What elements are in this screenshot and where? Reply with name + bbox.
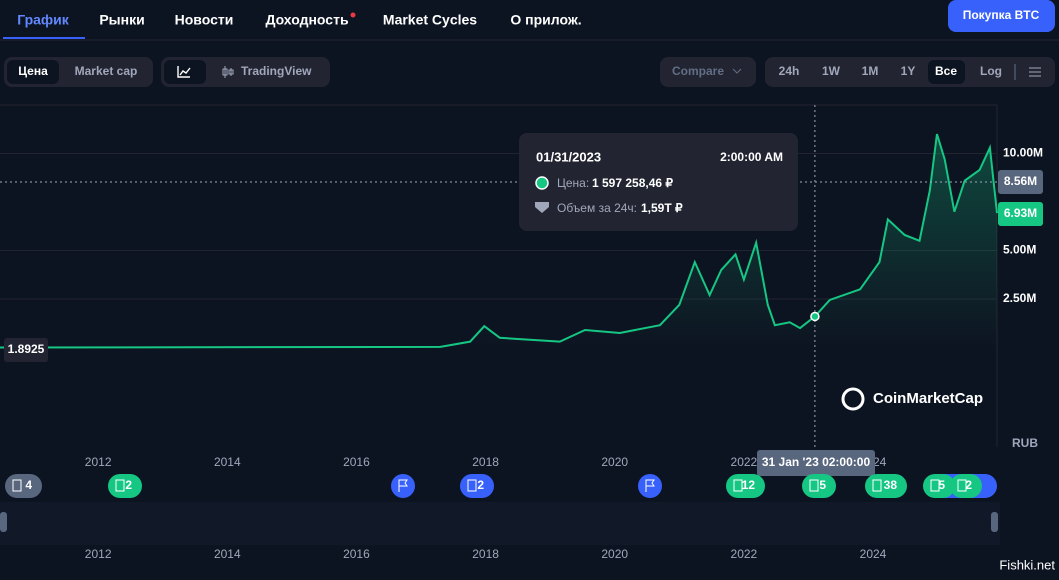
navigator-tick-label: 2024 bbox=[860, 547, 887, 561]
x-tick-label: 2018 bbox=[472, 455, 499, 469]
tooltip-date: 01/31/2023 bbox=[536, 149, 601, 164]
doc-icon bbox=[957, 479, 967, 492]
x-tick-label: 2012 bbox=[85, 455, 112, 469]
event-count: 5 bbox=[819, 478, 826, 492]
candle-icon bbox=[222, 66, 234, 78]
last-label: 6.93M bbox=[1004, 206, 1037, 220]
x-tick-label: 2014 bbox=[214, 455, 241, 469]
metric-option[interactable]: Market cap bbox=[75, 64, 138, 78]
brand-logo bbox=[841, 387, 865, 411]
price-area bbox=[0, 134, 997, 348]
doc-icon bbox=[872, 479, 882, 492]
tooltip-value: 1 597 258,46 ₽ bbox=[592, 176, 673, 190]
hover-point bbox=[810, 311, 820, 322]
range-option[interactable]: Все bbox=[935, 64, 957, 78]
last-label-box bbox=[998, 202, 1043, 226]
navigator-tick-label: 2016 bbox=[343, 547, 370, 561]
tooltip: 01/31/2023 2:00:00 AM Цена: 1 597 258,46… bbox=[519, 133, 798, 231]
x-tick-label: 2020 bbox=[601, 455, 628, 469]
tab[interactable]: Новости bbox=[175, 12, 234, 28]
doc-icon bbox=[467, 479, 477, 492]
toolbar: Цена Market cap TradingView Compare 24h … bbox=[4, 57, 1055, 87]
navigator-tick-label: 2022 bbox=[731, 547, 758, 561]
brand: CoinMarketCap bbox=[873, 390, 983, 407]
metric-option[interactable]: Цена bbox=[18, 64, 48, 78]
buy-button-label: Покупка BTC bbox=[963, 8, 1040, 22]
currency: RUB bbox=[1012, 436, 1038, 450]
event-count: 2 bbox=[965, 478, 972, 492]
watermark: Fishki.net bbox=[999, 557, 1055, 572]
navigator-tick-label: 2018 bbox=[472, 547, 499, 561]
compare-dropdown[interactable] bbox=[660, 57, 756, 87]
navigator bbox=[0, 502, 1000, 545]
view-option[interactable]: TradingView bbox=[241, 64, 312, 78]
navigator-tick-label: 2020 bbox=[601, 547, 628, 561]
event-count: 12 bbox=[742, 478, 756, 492]
y-tick-label: 10.00M bbox=[1003, 146, 1043, 160]
line-icon bbox=[177, 66, 191, 78]
chevron bbox=[732, 68, 742, 74]
event-count: 5 bbox=[938, 478, 945, 492]
legend-dot bbox=[535, 176, 549, 190]
buy-button[interactable] bbox=[948, 0, 1055, 32]
tab[interactable]: О прилож. bbox=[510, 12, 581, 28]
y-tick-label: 2.50M bbox=[1003, 291, 1036, 305]
doc-icon bbox=[12, 479, 22, 492]
tooltip-label: Объем за 24ч: bbox=[557, 201, 637, 215]
crosshair-time: 31 Jan '23 02:00:00 bbox=[762, 455, 871, 469]
nav: График Рынки Новости Доходность Market C… bbox=[0, 0, 1059, 41]
range-option[interactable]: 1Y bbox=[901, 64, 916, 78]
y-tick-label: 5.00M bbox=[1003, 243, 1036, 257]
range-option[interactable]: 24h bbox=[779, 64, 800, 78]
navigator-tick-label: 2012 bbox=[85, 547, 112, 561]
tooltip-time: 2:00:00 AM bbox=[720, 150, 783, 164]
doc-icon bbox=[733, 479, 743, 492]
navigator-handle[interactable] bbox=[991, 512, 998, 532]
metric-active bbox=[7, 60, 59, 84]
x-tick-label: 2022 bbox=[731, 455, 758, 469]
tooltip-label: Цена: bbox=[557, 176, 589, 190]
navigator-handle[interactable] bbox=[0, 512, 7, 532]
flag-icon bbox=[398, 479, 408, 492]
notify-dot bbox=[350, 12, 356, 18]
price-line bbox=[0, 133, 998, 349]
tab-underline bbox=[3, 37, 85, 39]
doc-icon bbox=[115, 479, 125, 492]
event-count: 38 bbox=[884, 478, 898, 492]
navigator-tick-label: 2014 bbox=[214, 547, 241, 561]
tooltip-box bbox=[519, 133, 798, 231]
crosshair-label: 8.56M bbox=[1004, 174, 1037, 188]
volume-icon bbox=[535, 202, 549, 213]
range-active bbox=[928, 60, 965, 84]
range-option[interactable]: 1W bbox=[822, 64, 841, 78]
start-label: 1.8925 bbox=[8, 342, 45, 356]
range-group bbox=[765, 57, 1055, 87]
event-badge[interactable] bbox=[5, 474, 42, 498]
tab[interactable]: Market Cycles bbox=[383, 12, 477, 28]
events: 4 2 2 12 5 38 5 2 bbox=[5, 474, 997, 498]
doc-icon bbox=[809, 479, 819, 492]
range-option[interactable]: Log bbox=[980, 64, 1002, 78]
tab[interactable]: График bbox=[17, 12, 70, 28]
crosshair-time-box bbox=[757, 450, 875, 476]
tab[interactable]: Доходность bbox=[265, 12, 349, 28]
start-label-box bbox=[4, 338, 48, 362]
tab[interactable]: Рынки bbox=[99, 12, 144, 28]
range-option[interactable]: 1M bbox=[862, 64, 879, 78]
tooltip-value: 1,59T ₽ bbox=[641, 201, 683, 215]
x-tick-label: 2016 bbox=[343, 455, 370, 469]
compare-label: Compare bbox=[672, 64, 724, 78]
event-count: 2 bbox=[477, 478, 484, 492]
event-count: 4 bbox=[25, 478, 32, 492]
crosshair-label-box bbox=[998, 170, 1043, 194]
flag-icon bbox=[645, 479, 655, 492]
doc-icon bbox=[930, 479, 940, 492]
settings-icon[interactable] bbox=[1029, 67, 1041, 77]
event-count: 2 bbox=[125, 478, 132, 492]
